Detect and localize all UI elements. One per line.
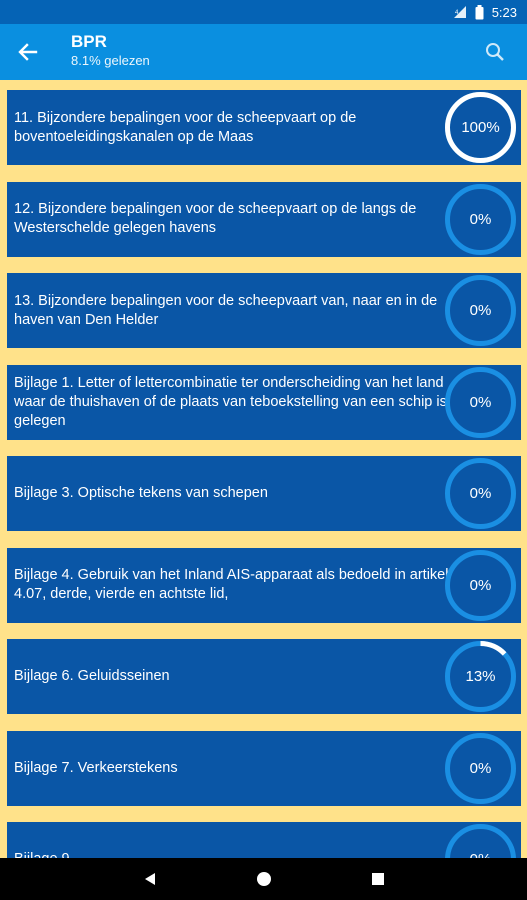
page-title: BPR [71,32,107,51]
svg-text:4: 4 [455,10,459,16]
progress-track [445,183,516,255]
chapter-card[interactable]: 13. Bijzondere bepalingen voor de scheep… [7,273,521,348]
progress-ring: 13% [444,640,517,713]
progress-percent: 13% [465,668,496,685]
nav-recents-button[interactable] [364,865,392,893]
progress-arc [445,92,516,163]
progress-ring: 0% [444,274,517,347]
progress-percent: 0% [469,302,492,319]
arrow-left-icon [18,43,38,61]
progress-ring: 0% [444,823,517,858]
chapter-card[interactable]: Bijlage 7. Verkeerstekens 0% [7,730,521,806]
chapter-title: 12. Bijzondere bepalingen voor de scheep… [14,201,417,236]
chapter-card[interactable]: Bijlage 90% [7,822,521,858]
progress-ring: 0% [444,732,517,805]
progress-ring: 0% [444,366,517,439]
progress-track [445,366,516,438]
progress-ring: 0% [444,183,517,256]
search-button[interactable] [481,38,509,66]
progress-percent: 0% [469,576,492,594]
status-bar: 4 5:23 [0,0,527,24]
progress-ring: 0% [444,457,517,530]
title-block: BPR 8.1% gelezen [71,32,150,70]
circle-home-icon [256,872,271,886]
chapter-title: Bijlage 3. Optische tekens van schepen [14,485,268,501]
square-recents-icon [371,873,384,885]
app-bar: BPR 8.1% gelezen [0,24,527,80]
progress-percent: 0% [469,759,492,777]
chapter-card[interactable]: 11. Bijzondere bepalingen voor de scheep… [7,90,521,165]
signal-icon: 4 [453,5,467,19]
chapter-title: Bijlage 4. Gebruik van het Inland AIS-ap… [14,567,449,602]
progress-track [445,458,516,529]
battery-icon [475,4,484,20]
nav-home-button[interactable] [250,865,278,893]
nav-back-button[interactable] [136,865,164,893]
search-icon [486,43,504,61]
chapter-title: 13. Bijzondere bepalingen voor de scheep… [14,292,438,328]
back-button[interactable] [14,38,42,66]
chapter-title: Bijlage 9 [14,822,450,858]
progress-track [445,824,516,858]
chapter-card[interactable]: Bijlage 3. Optische tekens van schepen 0% [7,456,521,531]
progress-percent: 0% [469,485,492,502]
chapter-list[interactable]: 11. Bijzondere bepalingen voor de scheep… [0,80,527,858]
read-progress-subtitle: 8.1% gelezen [71,53,150,68]
progress-ring: 0% [444,549,517,622]
chapter-title: Bijlage 6. Geluidsseinen [14,668,170,684]
chapter-title: 11. Bijzondere bepalingen voor de scheep… [14,109,357,145]
progress-track [445,732,516,804]
navigation-bar [0,858,527,900]
progress-percent: 0% [444,823,517,858]
chapter-title: Bijlage 1. Letter of lettercombinatie te… [14,374,447,429]
triangle-back-icon [144,873,155,885]
progress-ring: 100% [444,91,517,164]
progress-percent: 100% [461,119,500,136]
chapter-card[interactable]: Bijlage 4. Gebruik van het Inland AIS-ap… [7,547,521,623]
progress-track [445,275,516,346]
progress-percent: 0% [469,210,492,228]
chapter-card[interactable]: 12. Bijzondere bepalingen voor de scheep… [7,181,521,257]
progress-track [445,549,516,621]
chapter-card[interactable]: Bijlage 6. Geluidsseinen 13% [7,639,521,714]
chapter-title: Bijlage 7. Verkeerstekens [14,759,178,776]
clock-time: 5:23 [491,4,517,20]
chapter-card[interactable]: Bijlage 1. Letter of lettercombinatie te… [7,364,521,440]
progress-arc [445,641,516,712]
progress-percent: 0% [469,393,492,411]
